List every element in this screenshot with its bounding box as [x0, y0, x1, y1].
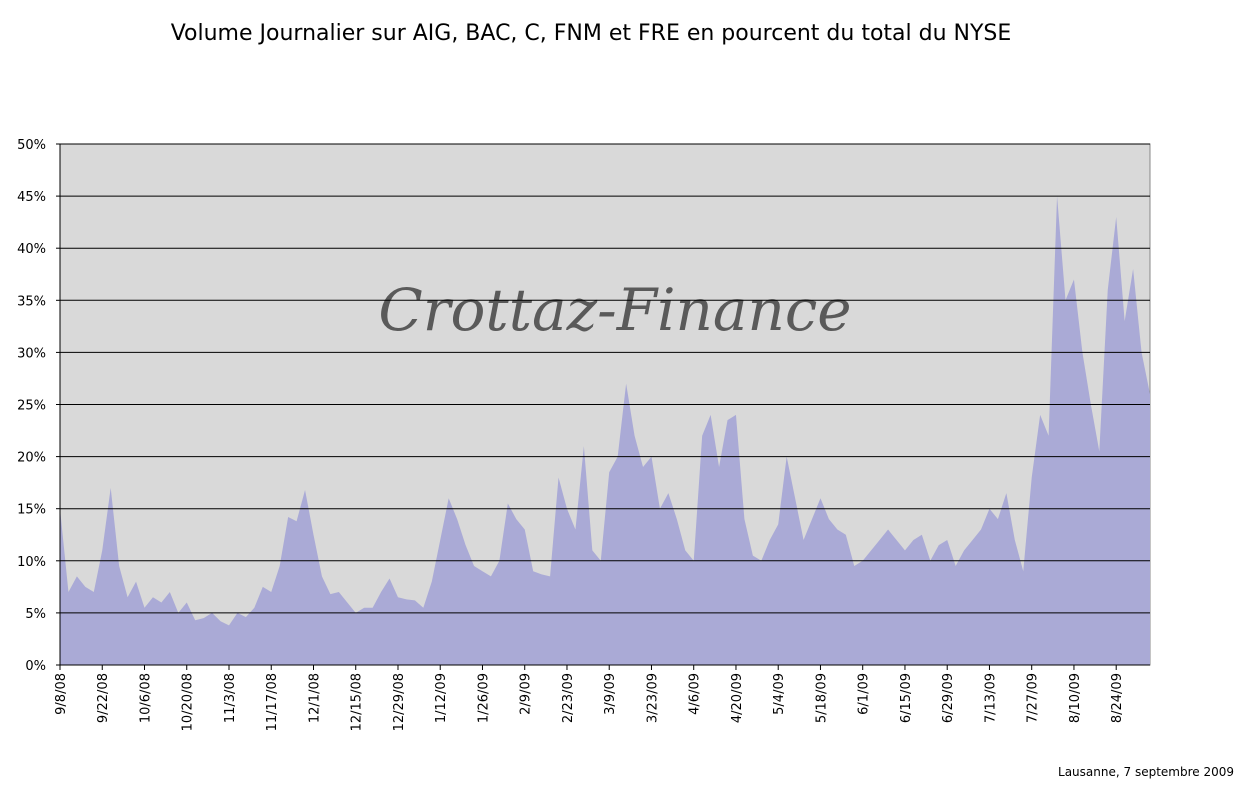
y-tick-label: 5% [25, 607, 46, 622]
x-tick-label: 6/15/09 [899, 673, 914, 723]
x-tick-label: 10/20/08 [181, 673, 196, 731]
x-tick-label: 3/9/09 [603, 673, 618, 715]
chart-title: Volume Journalier sur AIG, BAC, C, FNM e… [171, 21, 1012, 46]
x-tick-label: 11/17/08 [265, 673, 280, 731]
x-tick-label: 7/27/09 [1026, 673, 1041, 723]
y-tick-label: 20% [17, 451, 46, 466]
x-tick-label: 3/23/09 [645, 673, 660, 723]
y-tick-label: 30% [17, 346, 46, 361]
y-tick-label: 50% [17, 138, 46, 153]
x-tick-label: 6/29/09 [941, 673, 956, 723]
y-tick-label: 0% [25, 659, 46, 674]
x-tick-label: 4/20/09 [730, 673, 745, 723]
y-tick-label: 10% [17, 555, 46, 570]
x-tick-label: 11/3/08 [223, 673, 238, 723]
x-tick-label: 9/8/08 [54, 673, 69, 715]
y-tick-label: 15% [17, 503, 46, 518]
watermark: Crottaz-Finance [378, 276, 851, 344]
x-tick-label: 8/24/09 [1110, 673, 1125, 723]
area [60, 196, 1150, 665]
x-tick-label: 2/9/09 [519, 673, 534, 715]
y-tick-label: 35% [17, 294, 46, 309]
x-tick-label: 6/1/09 [857, 673, 872, 715]
x-tick-label: 9/22/08 [96, 673, 111, 723]
footnote: Lausanne, 7 septembre 2009 [1058, 765, 1234, 779]
x-tick-label: 12/15/08 [350, 673, 365, 731]
x-tick-label: 7/13/09 [983, 673, 998, 723]
y-tick-label: 25% [17, 399, 46, 414]
y-tick-label: 40% [17, 242, 46, 257]
x-tick-label: 2/23/09 [561, 673, 576, 723]
x-tick-label: 12/29/08 [392, 673, 407, 731]
x-tick-label: 8/10/09 [1068, 673, 1083, 723]
y-tick-label: 45% [17, 190, 46, 205]
x-tick-label: 5/18/09 [814, 673, 829, 723]
x-tick-label: 1/26/09 [476, 673, 491, 723]
x-tick-label: 12/1/08 [307, 673, 322, 723]
x-tick-label: 5/4/09 [772, 673, 787, 715]
x-tick-label: 10/6/08 [138, 673, 153, 723]
x-tick-label: 1/12/09 [434, 673, 449, 723]
x-tick-label: 4/6/09 [688, 673, 703, 715]
